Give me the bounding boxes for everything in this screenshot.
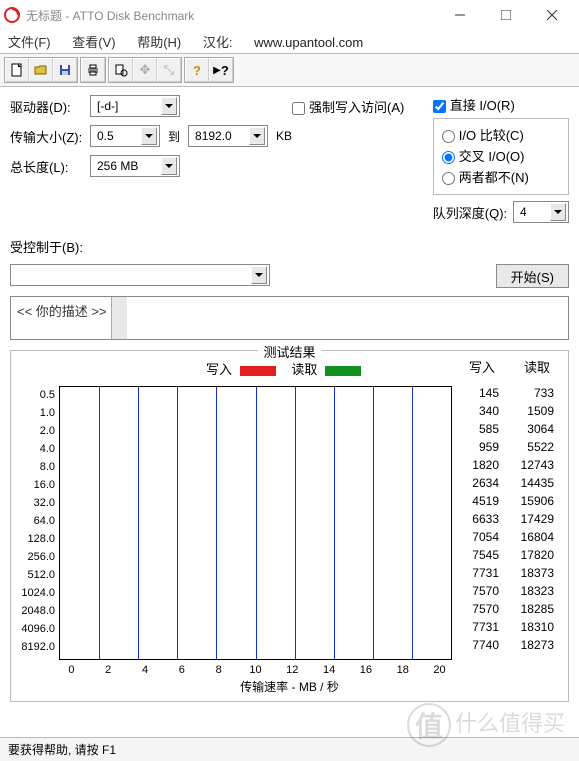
legend-read-swatch <box>325 366 361 376</box>
open-button[interactable] <box>29 58 53 82</box>
size-to-label: 到 <box>168 128 180 145</box>
menu-help[interactable]: 帮助(H) <box>137 35 181 50</box>
help-button[interactable]: ? <box>185 58 209 82</box>
drive-label: 驱动器(D): <box>10 97 90 116</box>
col-write-header: 写入 <box>448 357 503 376</box>
mode-group: I/O 比较(C) 交叉 I/O(O) 两者都不(N) <box>433 118 569 195</box>
direct-checkbox[interactable]: 直接 I/O(R) <box>433 98 515 113</box>
controlled-combo[interactable] <box>10 264 270 286</box>
controlled-label: 受控制于(B): <box>10 237 83 256</box>
status-bar: 要获得帮助, 请按 F1 <box>0 737 579 761</box>
length-combo[interactable]: 256 MB <box>90 155 180 177</box>
chart-plot <box>59 386 452 660</box>
drive-combo[interactable]: [-d-] <box>90 95 180 117</box>
legend-read-label: 读取 <box>291 362 317 377</box>
save-button[interactable] <box>53 58 77 82</box>
new-button[interactable] <box>5 58 29 82</box>
close-button[interactable] <box>529 0 575 30</box>
size-unit: KB <box>276 129 292 143</box>
results-panel: 测试结果 写入 读取 写入 读取 0.51.02.04.08.016.032.0… <box>10 350 569 702</box>
radio-compare[interactable]: I/O 比较(C) <box>442 125 560 144</box>
menubar: 文件(F) 查看(V) 帮助(H) 汉化: www.upantool.com <box>0 30 579 53</box>
whatsthis-button[interactable]: ▶? <box>209 58 233 82</box>
size-label: 传输大小(Z): <box>10 127 90 146</box>
scrollbar[interactable] <box>111 297 127 339</box>
maximize-button[interactable] <box>483 0 529 30</box>
preview-button[interactable] <box>109 58 133 82</box>
size-to-combo[interactable]: 8192.0 <box>188 125 268 147</box>
loc-url[interactable]: www.upantool.com <box>254 35 363 50</box>
legend-write-swatch <box>240 366 276 376</box>
menu-file[interactable]: 文件(F) <box>8 35 51 50</box>
size-from-combo[interactable]: 0.5 <box>90 125 160 147</box>
titlebar: 无标题 - ATTO Disk Benchmark <box>0 0 579 30</box>
queue-label: 队列深度(Q): <box>433 203 513 222</box>
radio-overlap[interactable]: 交叉 I/O(O) <box>442 146 560 165</box>
loc-label: 汉化: <box>203 35 233 50</box>
resize-button[interactable]: ⤡ <box>157 58 181 82</box>
x-axis-title: 传输速率 - MB / 秒 <box>11 676 568 701</box>
print-button[interactable] <box>81 58 105 82</box>
app-icon <box>4 7 20 23</box>
legend: 写入 读取 写入 读取 <box>11 351 568 380</box>
length-label: 总长度(L): <box>10 157 90 176</box>
start-button[interactable]: 开始(S) <box>496 264 569 288</box>
force-checkbox[interactable]: 强制写入访问(A) <box>292 100 404 115</box>
x-axis-labels: 02468101214161820 <box>53 662 458 676</box>
toolbar: ✥ ⤡ ? ▶? <box>0 53 579 87</box>
menu-view[interactable]: 查看(V) <box>72 35 115 50</box>
window-title: 无标题 - ATTO Disk Benchmark <box>26 7 437 24</box>
minimize-button[interactable] <box>437 0 483 30</box>
legend-write-label: 写入 <box>206 362 232 377</box>
radio-neither[interactable]: 两者都不(N) <box>442 167 560 186</box>
results-table: 1457333401509585306495955221820127432634… <box>452 380 562 660</box>
description-textbox[interactable]: << 你的描述 >> <box>10 296 569 340</box>
move-button[interactable]: ✥ <box>133 58 157 82</box>
y-axis-labels: 0.51.02.04.08.016.032.064.0128.0256.0512… <box>17 380 59 660</box>
queue-combo[interactable]: 4 <box>513 201 569 223</box>
col-read-header: 读取 <box>503 357 558 376</box>
